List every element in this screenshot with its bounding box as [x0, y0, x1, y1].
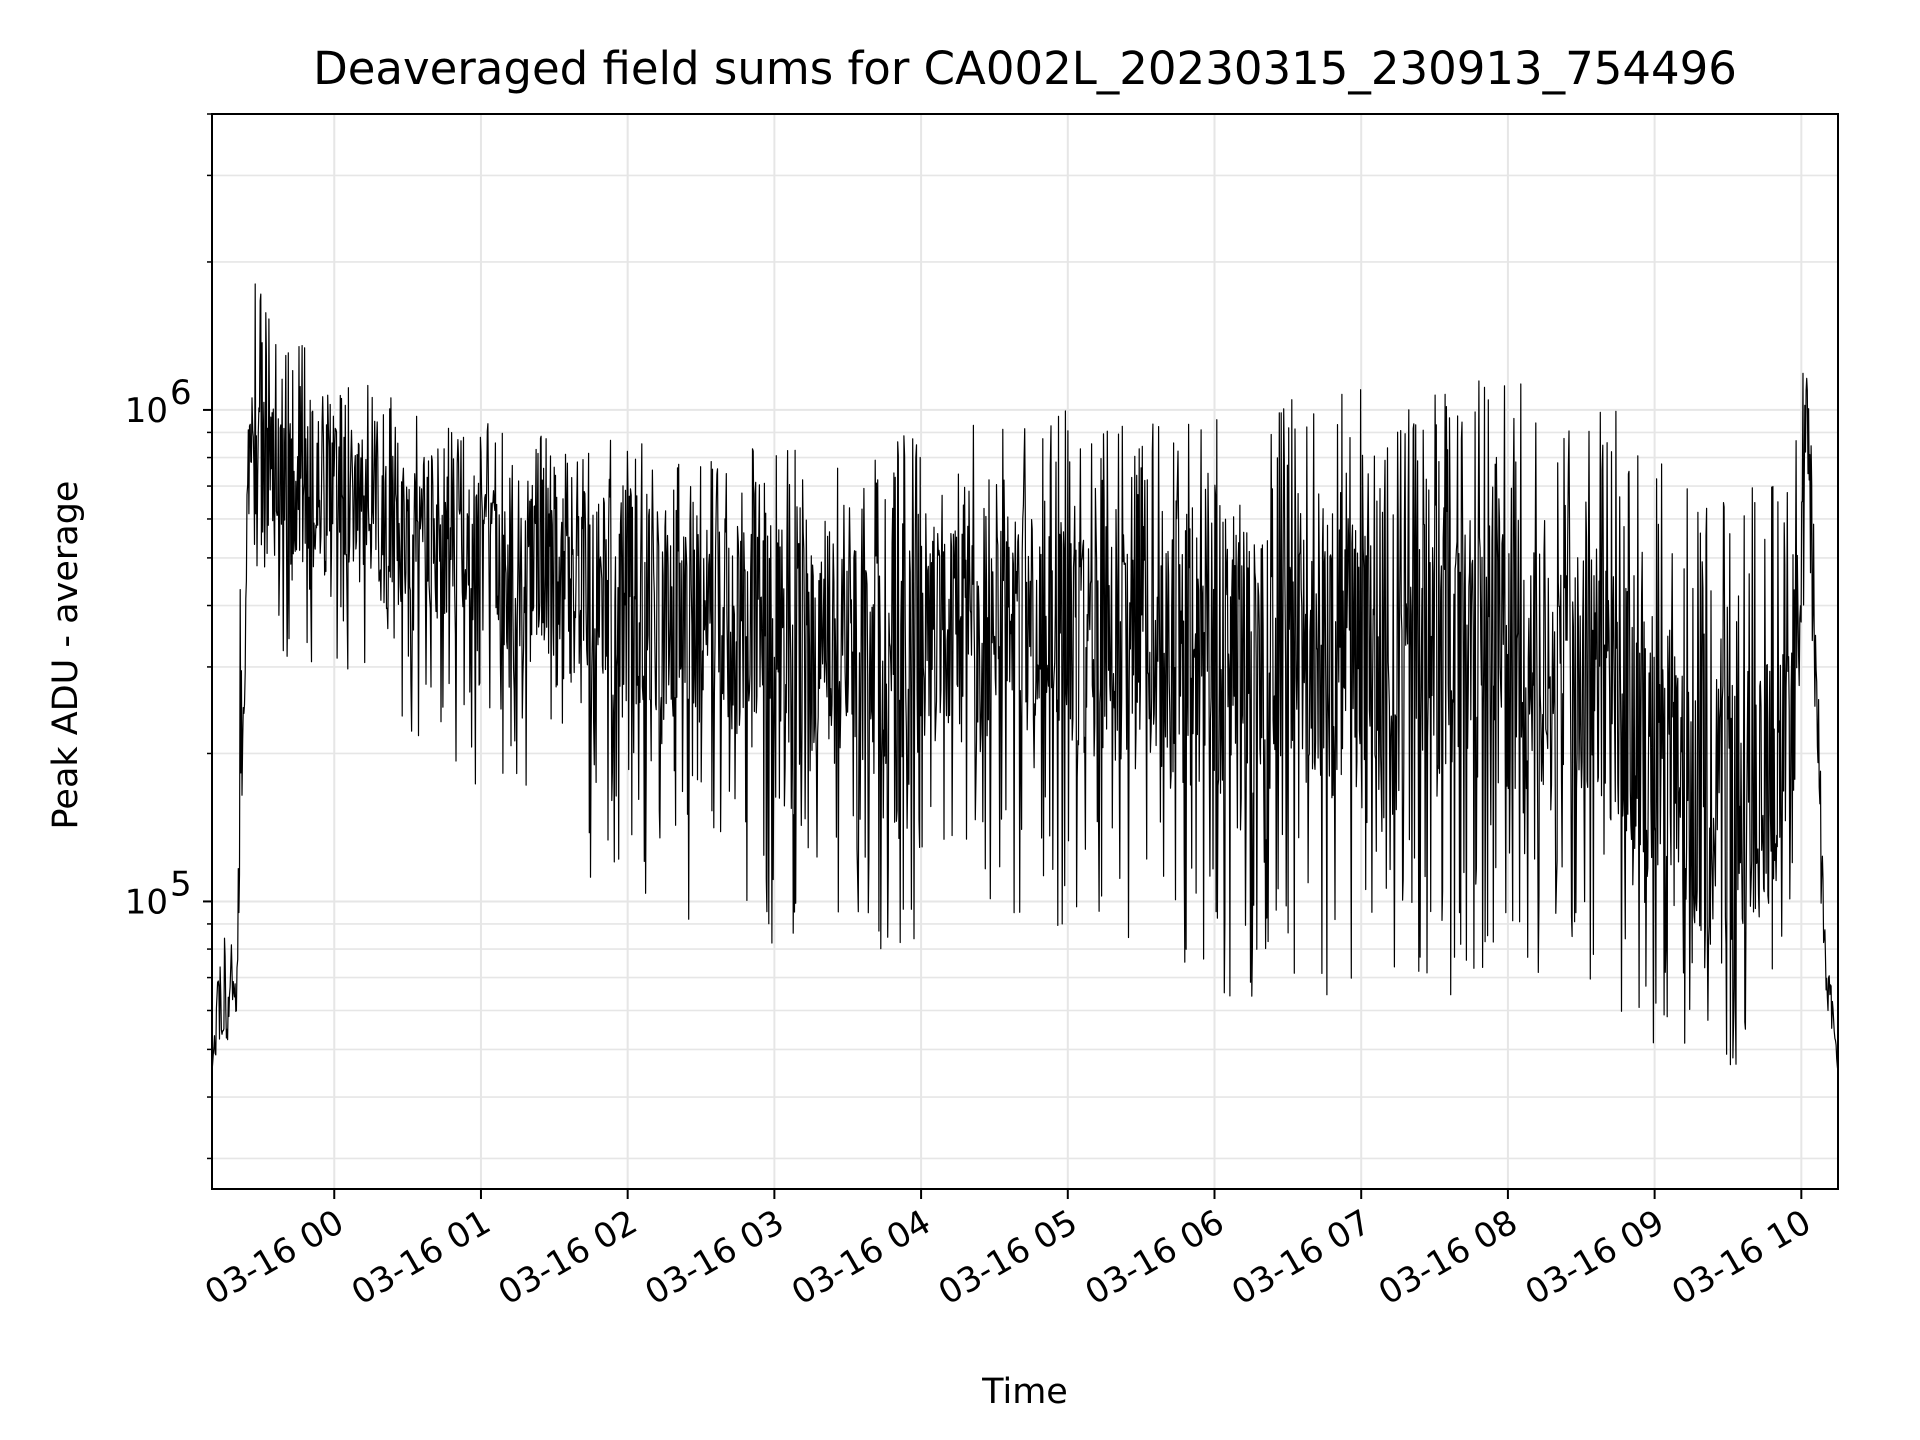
- x-tick-label: 03-16 09: [1519, 1202, 1671, 1313]
- x-tick-label: 03-16 02: [492, 1202, 644, 1313]
- data-series-line: [211, 283, 1839, 1072]
- x-tick-label: 03-16 03: [638, 1202, 790, 1313]
- x-tick-label: 03-16 06: [1079, 1202, 1231, 1313]
- plot-frame: [211, 113, 1839, 1190]
- chart-title: Deaveraged field sums for CA002L_2023031…: [313, 42, 1737, 95]
- x-tick-label: 03-16 04: [785, 1202, 937, 1313]
- x-tick-label: 03-16 10: [1665, 1202, 1817, 1313]
- y-tick-label: 10: [125, 882, 168, 922]
- x-tick-label: 03-16 05: [932, 1202, 1084, 1313]
- x-tick-label: 03-16 07: [1225, 1202, 1377, 1313]
- x-tick-label: 03-16 00: [198, 1202, 350, 1313]
- y-tick-exponent: 6: [170, 373, 192, 413]
- data-layer: [211, 283, 1839, 1072]
- x-tick-label: 03-16 08: [1372, 1202, 1524, 1313]
- y-tick-label: 10: [125, 391, 168, 431]
- x-tick-label: 03-16 01: [345, 1202, 497, 1313]
- y-tick-exponent: 5: [170, 864, 192, 904]
- x-axis-label: Time: [982, 1372, 1068, 1412]
